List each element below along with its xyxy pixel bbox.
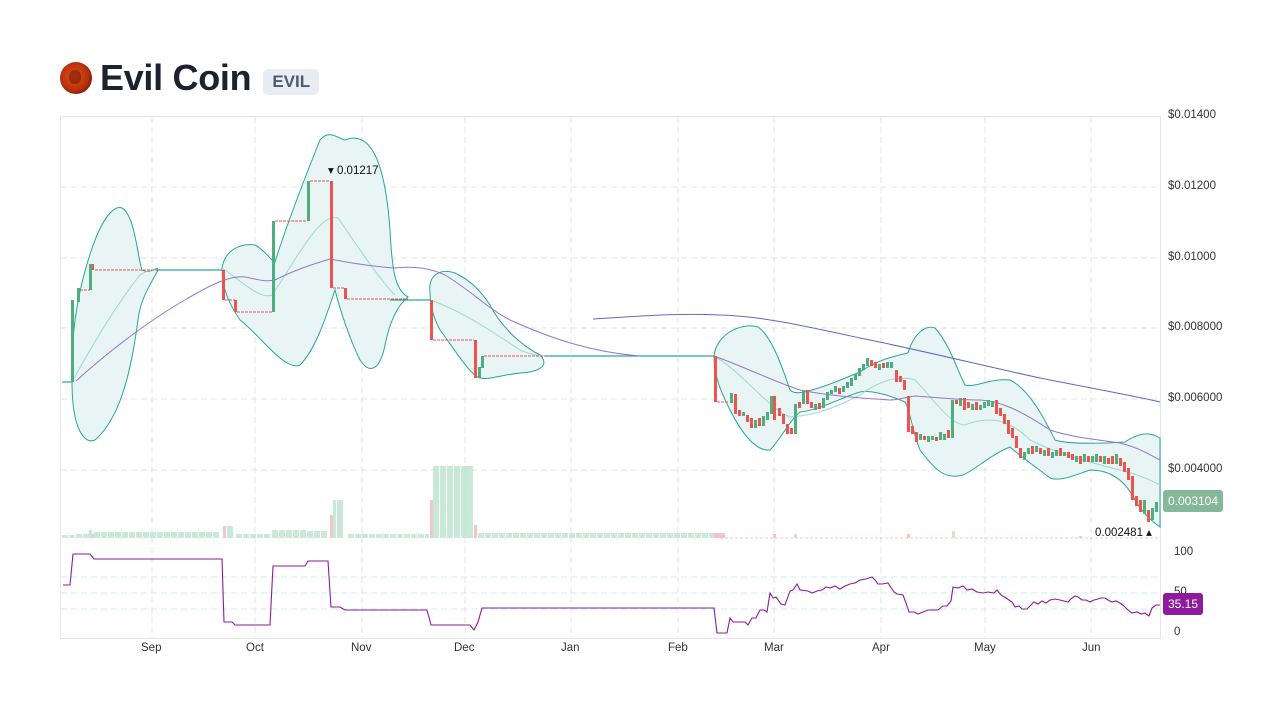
plot-frame <box>60 116 1161 639</box>
price-axis-label: $0.01400 <box>1168 109 1216 121</box>
price-axis-label: $0.01200 <box>1168 180 1216 192</box>
time-axis-label: Sep <box>141 642 162 654</box>
coin-logo-icon <box>60 62 92 94</box>
rsi-line <box>63 553 1160 634</box>
candles-small <box>730 358 1158 522</box>
coin-title: Evil Coin <box>100 57 252 98</box>
rsi-gridlines <box>61 576 1160 610</box>
time-axis-label: Nov <box>351 642 372 654</box>
price-flat-line <box>62 269 714 383</box>
price-axis-label: $0.008000 <box>1168 321 1223 333</box>
high-price-marker: ▾ 0.01217 <box>328 165 379 177</box>
rsi-value-badge: 35.15 <box>1163 593 1203 615</box>
moving-average-short-2 <box>713 355 1161 461</box>
time-axis-label: Apr <box>872 642 890 654</box>
volume-bars <box>62 466 1160 539</box>
price-axis-label: $0.004000 <box>1168 463 1223 475</box>
time-axis-label: May <box>974 642 996 654</box>
time-axis-label: Mar <box>764 642 784 654</box>
time-axis-label: Jun <box>1082 642 1101 654</box>
bollinger-bands <box>71 134 1161 528</box>
bollinger-middle-line <box>71 216 1161 486</box>
coin-header: Evil Coin EVIL <box>60 57 320 98</box>
low-price-marker: 0.002481 ▴ <box>1095 527 1152 539</box>
rsi-axis-label: 0 <box>1174 626 1181 638</box>
price-axis-label: $0.006000 <box>1168 392 1223 404</box>
price-axis-label: $0.01000 <box>1168 251 1216 263</box>
time-axis-label: Dec <box>454 642 475 654</box>
last-price-badge: 0.003104 <box>1163 490 1223 512</box>
time-axis-label: Oct <box>246 642 264 654</box>
moving-average-long <box>592 313 1161 403</box>
candles <box>71 180 728 403</box>
rsi-axis-label: 100 <box>1174 546 1194 558</box>
symbol-badge: EVIL <box>263 69 320 95</box>
time-axis-label: Feb <box>668 642 688 654</box>
time-axis-label: Jan <box>561 642 580 654</box>
